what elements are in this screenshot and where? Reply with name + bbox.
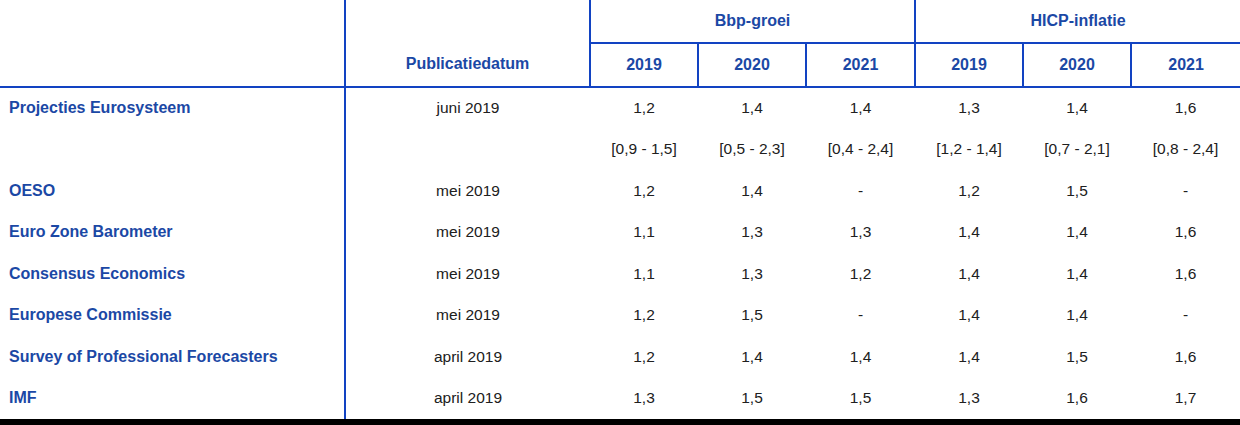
value-cell: 1,3: [915, 87, 1023, 129]
value-cell: 1,4: [1023, 212, 1131, 254]
value-cell: -: [1131, 170, 1240, 212]
value-cell: 1,5: [698, 295, 806, 337]
publication-date-cell: mei 2019: [345, 170, 590, 212]
value-cell: 1,4: [1023, 87, 1131, 129]
value-cell: 1,7: [1131, 378, 1240, 420]
range-cell: [0,4 - 2,4]: [806, 129, 915, 171]
value-cell: 1,3: [698, 253, 806, 295]
year-header-bbp-2021: 2021: [806, 43, 915, 87]
value-cell: 1,3: [590, 378, 698, 420]
group-header-bbp-groei: Bbp-groei: [590, 0, 915, 43]
value-cell: 1,6: [1131, 336, 1240, 378]
year-header-bbp-2020: 2020: [698, 43, 806, 87]
value-cell: 1,4: [1023, 253, 1131, 295]
value-cell: 1,4: [698, 336, 806, 378]
value-cell: 1,5: [1023, 336, 1131, 378]
value-cell: 1,6: [1131, 87, 1240, 129]
value-cell: -: [806, 295, 915, 337]
value-cell: 1,5: [806, 378, 915, 420]
source-cell: Euro Zone Barometer: [0, 212, 345, 254]
projections-table: Publicatiedatum Bbp-groei HICP-inflatie …: [0, 0, 1240, 419]
value-cell: 1,2: [590, 87, 698, 129]
value-cell: 1,1: [590, 212, 698, 254]
range-cell: [0,5 - 2,3]: [698, 129, 806, 171]
value-cell: 1,4: [915, 336, 1023, 378]
year-header-hicp-2020: 2020: [1023, 43, 1131, 87]
source-cell: OESO: [0, 170, 345, 212]
range-cell: [0,7 - 2,1]: [1023, 129, 1131, 171]
publication-date-cell: juni 2019: [345, 87, 590, 129]
value-cell: 1,6: [1131, 253, 1240, 295]
value-cell: 1,5: [1023, 170, 1131, 212]
value-cell: 1,4: [915, 253, 1023, 295]
source-cell-empty: [0, 129, 345, 171]
table-bottom-border: [0, 419, 1240, 425]
range-cell: [1,2 - 1,4]: [915, 129, 1023, 171]
value-cell: -: [1131, 295, 1240, 337]
year-header-bbp-2019: 2019: [590, 43, 698, 87]
value-cell: 1,4: [698, 170, 806, 212]
value-cell: 1,2: [590, 170, 698, 212]
value-cell: 1,5: [698, 378, 806, 420]
publication-date-cell: mei 2019: [345, 253, 590, 295]
value-cell: 1,4: [698, 87, 806, 129]
corner-header-cell: [0, 0, 345, 87]
value-cell: 1,4: [806, 336, 915, 378]
publication-date-header: Publicatiedatum: [345, 0, 590, 87]
publication-date-cell: mei 2019: [345, 295, 590, 337]
value-cell: 1,2: [806, 253, 915, 295]
group-header-hicp-inflatie: HICP-inflatie: [915, 0, 1240, 43]
year-header-hicp-2019: 2019: [915, 43, 1023, 87]
value-cell: 1,4: [915, 295, 1023, 337]
source-cell: Survey of Professional Forecasters: [0, 336, 345, 378]
value-cell: 1,4: [1023, 295, 1131, 337]
value-cell: 1,2: [915, 170, 1023, 212]
source-cell: IMF: [0, 378, 345, 420]
value-cell: 1,6: [1023, 378, 1131, 420]
publication-date-cell: mei 2019: [345, 212, 590, 254]
source-cell: Projecties Eurosysteem: [0, 87, 345, 129]
value-cell: 1,3: [698, 212, 806, 254]
year-header-hicp-2021: 2021: [1131, 43, 1240, 87]
value-cell: 1,4: [915, 212, 1023, 254]
publication-date-cell: april 2019: [345, 378, 590, 420]
value-cell: 1,3: [915, 378, 1023, 420]
value-cell: 1,2: [590, 336, 698, 378]
range-cell: [0,9 - 1,5]: [590, 129, 698, 171]
value-cell: 1,2: [590, 295, 698, 337]
publication-date-cell-empty: [345, 129, 590, 171]
value-cell: 1,1: [590, 253, 698, 295]
source-cell: Consensus Economics: [0, 253, 345, 295]
value-cell: 1,4: [806, 87, 915, 129]
projections-table-figure: Publicatiedatum Bbp-groei HICP-inflatie …: [0, 0, 1240, 425]
range-cell: [0,8 - 2,4]: [1131, 129, 1240, 171]
value-cell: 1,3: [806, 212, 915, 254]
value-cell: 1,6: [1131, 212, 1240, 254]
publication-date-cell: april 2019: [345, 336, 590, 378]
value-cell: -: [806, 170, 915, 212]
source-cell: Europese Commissie: [0, 295, 345, 337]
